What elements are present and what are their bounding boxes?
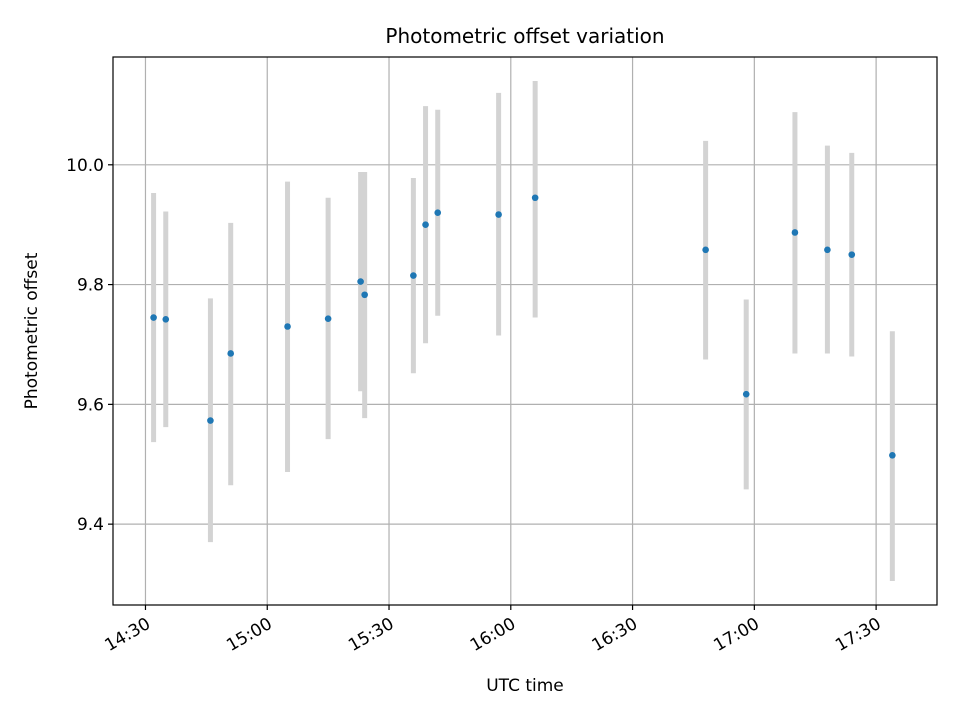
data-point <box>227 350 235 357</box>
data-point <box>791 229 799 236</box>
data-point <box>422 221 429 228</box>
data-point <box>824 246 831 254</box>
data-point <box>207 417 214 424</box>
data-point <box>495 211 502 218</box>
data-point <box>848 251 856 258</box>
data-point <box>324 315 332 323</box>
data-point <box>410 272 417 279</box>
plot-frame <box>112 56 938 606</box>
chart-title: Photometric offset variation <box>385 24 664 48</box>
data-point <box>357 278 364 285</box>
data-point <box>284 323 291 330</box>
x-axis-label: UTC time <box>486 676 564 696</box>
data-point <box>702 246 709 254</box>
data-point <box>531 194 539 202</box>
data-point <box>742 390 750 398</box>
data-point <box>889 451 896 459</box>
grid <box>113 57 937 605</box>
data-point <box>162 316 170 323</box>
y-axis-label: Photometric offset <box>22 252 42 409</box>
data-point <box>434 209 442 217</box>
y-tick-label: 9.4 <box>77 515 104 535</box>
y-tick-label: 9.8 <box>77 276 104 296</box>
y-tick-label: 10.0 <box>66 156 104 176</box>
data-point <box>150 314 157 321</box>
y-tick-label: 9.6 <box>77 395 104 415</box>
data-point <box>361 291 368 299</box>
data-points <box>150 194 896 459</box>
